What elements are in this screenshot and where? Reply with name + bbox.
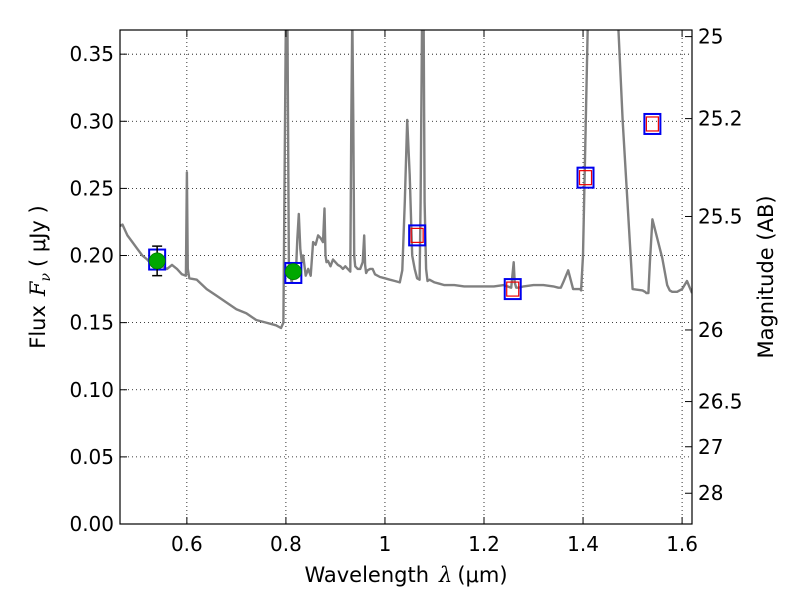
plot-frame	[119, 29, 693, 525]
model-flux-square	[503, 278, 522, 301]
plot-background	[120, 30, 692, 524]
predicted-flux-square	[645, 116, 659, 132]
y-tick-label: 0.05	[69, 445, 114, 469]
magnitude-axis-label: Magnitude (AB)	[754, 195, 778, 358]
y-tick-label: 0.10	[69, 378, 114, 402]
magnitude-tick-label: 28	[698, 481, 723, 505]
magnitude-tick-label: 26.5	[698, 390, 743, 414]
data-points	[148, 112, 662, 301]
predicted-flux-square	[578, 170, 593, 186]
y-axis: 0.00 0.05 0.10 0.15 0.20 0.25 0.30 0.35	[69, 42, 127, 536]
x-tick-label: 0.8	[270, 532, 302, 556]
predicted-flux-square	[410, 227, 424, 243]
y-tick-label: 0.20	[69, 244, 114, 268]
y-tick-label: 0.15	[69, 311, 114, 335]
y-tick-label: 0.25	[69, 176, 114, 200]
x-tick-label: 1	[379, 532, 392, 556]
magnitude-tick-label: 25	[698, 25, 723, 49]
x-tick-label: 0.6	[171, 532, 203, 556]
magnitude-tick-label: 25.2	[698, 107, 743, 131]
y-tick-label: 0.35	[69, 42, 114, 66]
measured-flux-point	[148, 252, 166, 270]
spectrum-line	[120, 30, 692, 330]
model-flux-square	[643, 112, 662, 135]
model-flux-square	[408, 224, 427, 247]
x-axis-label: Wavelength λ (μm)	[304, 563, 507, 587]
x-axis: 0.6 0.8 1 1.2 1.4 1.6	[171, 30, 698, 556]
y-axis-label: FluxFν( μJy )	[26, 205, 54, 348]
model-spectrum	[120, 30, 692, 330]
y-tick-label: 0.30	[69, 109, 114, 133]
model-flux-square	[576, 166, 595, 189]
x-tick-label: 1.4	[567, 532, 599, 556]
measured-flux-point	[284, 263, 302, 281]
magnitude-axis: 25 25.2 25.5 26 26.5 27 28	[685, 25, 743, 505]
y-tick-label: 0.00	[69, 512, 114, 536]
magnitude-tick-label: 26	[698, 318, 723, 342]
magnitude-tick-label: 25.5	[698, 204, 743, 228]
predicted-flux-square	[506, 281, 520, 297]
x-tick-label: 1.2	[468, 532, 500, 556]
x-tick-label: 1.6	[666, 532, 698, 556]
magnitude-tick-label: 27	[698, 435, 723, 459]
